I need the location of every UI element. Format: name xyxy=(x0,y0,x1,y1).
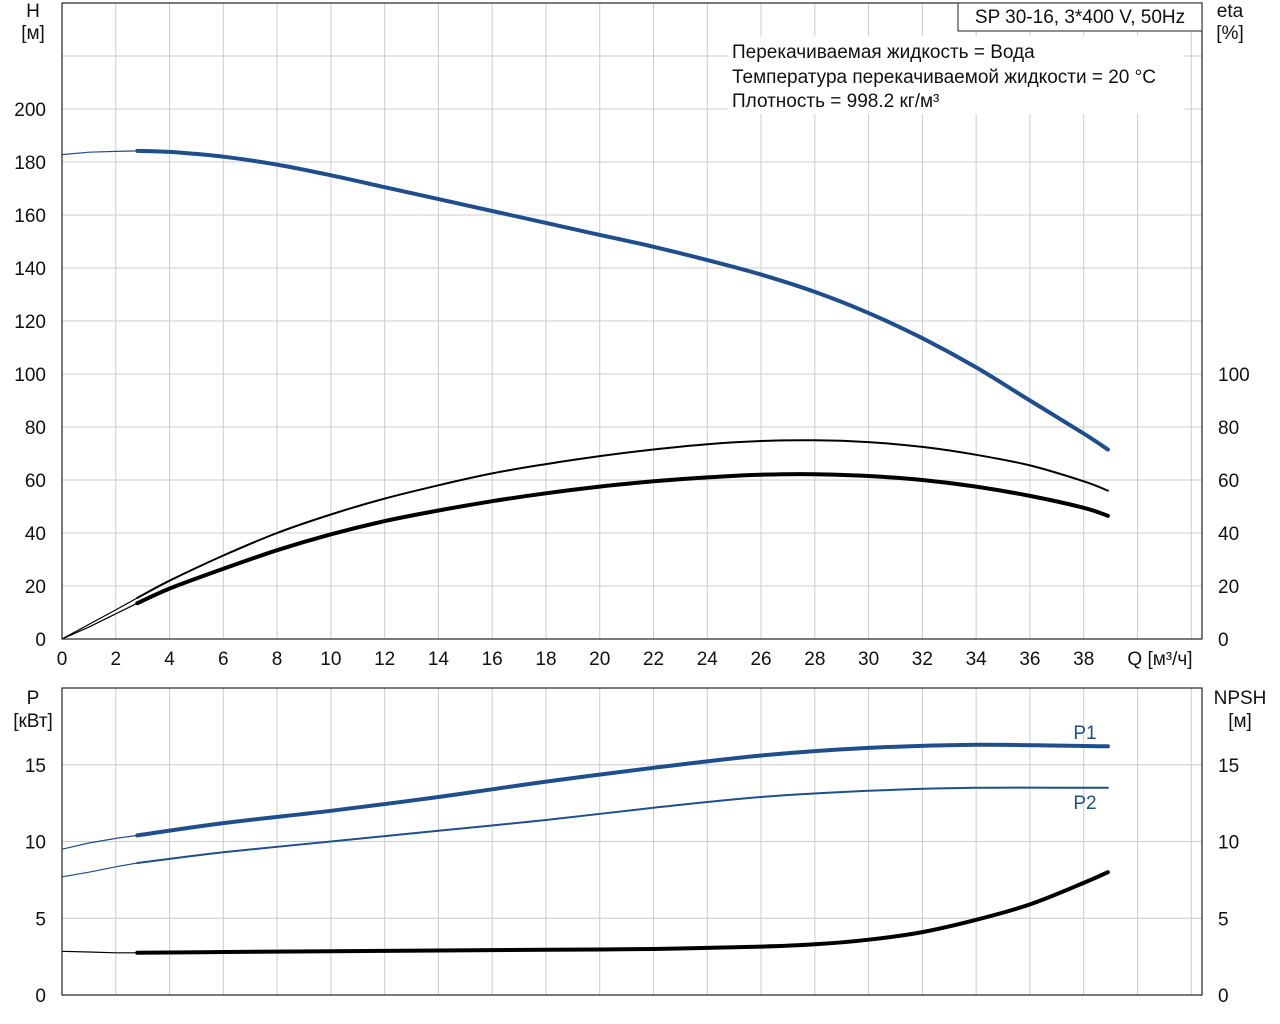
curve-extension xyxy=(61,862,138,878)
x-tick-label: 36 xyxy=(1019,649,1040,670)
note-density: Плотность = 998.2 кг/м³ xyxy=(732,91,939,112)
y-right-tick-label: 100 xyxy=(1218,365,1250,386)
x-tick-label: 12 xyxy=(374,649,395,670)
head-efficiency-chart: 0 20 40 60 80 100 120 140 160 180 200 0 20 40 60 80 100 0… xyxy=(14,1,1249,670)
y-left-tick-label: 0 xyxy=(35,986,46,1007)
y-left-tick-label: 10 xyxy=(25,833,46,854)
curve-extension xyxy=(61,602,138,640)
curve-series-2 xyxy=(135,870,1110,955)
y-right-tick-label: 5 xyxy=(1218,909,1229,930)
y-left-label-line1: H xyxy=(26,1,40,22)
title-box xyxy=(957,2,1203,32)
y-left-tick-label: 180 xyxy=(14,153,46,174)
y-left-tick-label: 200 xyxy=(14,100,46,121)
x-tick-label: 2 xyxy=(110,649,121,670)
y-left-label-line1: P xyxy=(27,688,40,709)
y-right-tick-label: 15 xyxy=(1218,756,1239,777)
y-left-tick-label: 15 xyxy=(25,756,46,777)
y-left-tick-label: 80 xyxy=(25,418,46,439)
x-tick-label: 10 xyxy=(320,649,341,670)
x-tick-label: 34 xyxy=(966,649,988,670)
x-tick-label: 18 xyxy=(535,649,556,670)
y-left-tick-label: 0 xyxy=(35,630,46,651)
curve-series-0 xyxy=(135,148,1110,452)
note-temperature: Температура перекачиваемой жидкости = 20… xyxy=(732,67,1156,88)
y-right-tick-label: 60 xyxy=(1218,471,1239,492)
y-left-label-line2: [м] xyxy=(21,23,45,44)
curve-extension xyxy=(61,597,138,640)
curve-extension xyxy=(61,150,138,156)
y-left-tick-label: 40 xyxy=(25,524,46,545)
x-tick-label: 22 xyxy=(643,649,664,670)
series-label-p1: P1 xyxy=(1073,723,1096,744)
notes-background xyxy=(728,36,1184,114)
curve-extension xyxy=(61,950,138,954)
note-liquid: Перекачиваемая жидкость = Вода xyxy=(732,42,1035,63)
x-axis-label: Q [м³/ч] xyxy=(1127,649,1192,670)
y-right-tick-label: 0 xyxy=(1218,986,1229,1007)
y-left-tick-label: 120 xyxy=(14,312,46,333)
x-tick-label: 4 xyxy=(164,649,175,670)
x-tick-label: 16 xyxy=(482,649,503,670)
curve-series-1 xyxy=(136,439,1109,599)
y-right-label-line2: [%] xyxy=(1216,23,1243,44)
power-npsh-chart: 0 5 10 15 0 5 10 15 P [кВт] NPSH [м] P1 P2 xyxy=(13,687,1267,1007)
curve-extension xyxy=(61,834,138,850)
y-right-tick-label: 10 xyxy=(1218,833,1239,854)
y-right-label-line2: [м] xyxy=(1228,711,1252,732)
y-left-label-line2: [кВт] xyxy=(13,711,53,732)
y-right-label-line1: NPSH xyxy=(1214,688,1267,709)
y-left-tick-label: 160 xyxy=(14,206,46,227)
x-tick-label: 14 xyxy=(428,649,450,670)
y-left-tick-label: 5 xyxy=(35,909,46,930)
y-left-tick-label: 60 xyxy=(25,471,46,492)
x-tick-label: 32 xyxy=(912,649,933,670)
curve-series-1 xyxy=(136,786,1109,864)
x-tick-label: 6 xyxy=(218,649,229,670)
y-right-tick-label: 40 xyxy=(1218,524,1239,545)
x-tick-label: 0 xyxy=(57,649,68,670)
y-right-tick-label: 0 xyxy=(1218,630,1229,651)
power-chart-frame xyxy=(61,687,1203,996)
y-left-tick-label: 20 xyxy=(25,577,46,598)
y-left-tick-label: 100 xyxy=(14,365,46,386)
x-tick-label: 30 xyxy=(858,649,879,670)
y-left-tick-label: 140 xyxy=(14,259,46,280)
chart-title: SP 30-16, 3*400 V, 50Hz xyxy=(975,7,1185,28)
curve-series-2 xyxy=(135,472,1110,606)
x-tick-label: 8 xyxy=(272,649,283,670)
y-right-tick-label: 80 xyxy=(1218,418,1239,439)
x-tick-label: 38 xyxy=(1073,649,1094,670)
x-tick-label: 20 xyxy=(589,649,610,670)
curve-series-0 xyxy=(135,742,1110,838)
y-right-label-line1: eta xyxy=(1217,1,1244,22)
x-tick-label: 28 xyxy=(804,649,825,670)
y-right-tick-label: 20 xyxy=(1218,577,1239,598)
head-chart-frame xyxy=(61,2,1203,640)
series-label-p2: P2 xyxy=(1073,793,1096,814)
x-tick-label: 24 xyxy=(697,649,719,670)
x-tick-label: 26 xyxy=(750,649,771,670)
